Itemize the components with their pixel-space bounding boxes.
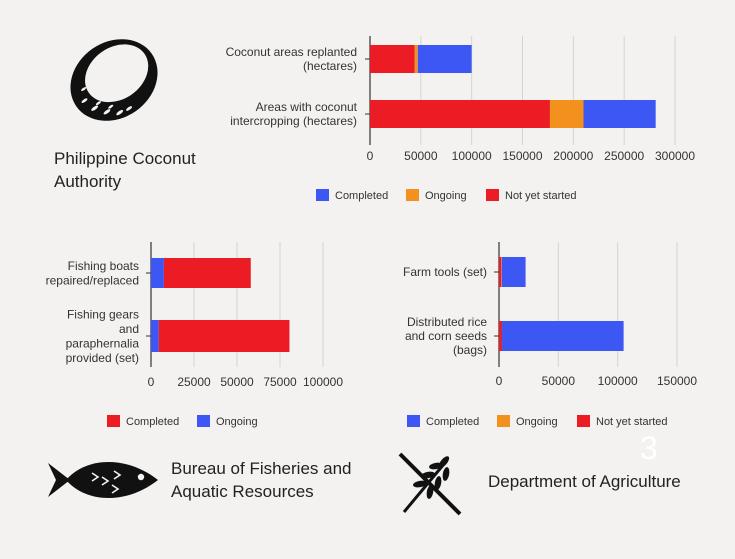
- chart0-legend-label-0: Completed: [335, 190, 388, 202]
- chart0-tick-label-5: 250000: [604, 149, 644, 163]
- chart0-category-label-0: Coconut areas replanted (hectares): [226, 45, 357, 73]
- chart1-bar-1-0: [151, 320, 159, 352]
- page-number: 3: [640, 430, 658, 466]
- chart1-legend-label-1: Ongoing: [216, 416, 258, 428]
- chart2-category-label-0: Farm tools (set): [403, 265, 487, 279]
- chart0-legend-swatch-0: [316, 189, 329, 201]
- chart0-bar-0-1: [414, 45, 418, 73]
- chart1-bar-0-1: [163, 258, 251, 288]
- chart1-bar-0-0: [151, 258, 164, 288]
- chart2-category-label-1: Distributed rice and corn seeds (bags): [405, 315, 487, 357]
- chart1-bar-1-1: [158, 320, 290, 352]
- chart0-bar-0-2: [417, 45, 472, 73]
- chart0-category-label-1: Areas with coconut intercropping (hectare…: [230, 100, 357, 128]
- chart2-bar-0-2: [501, 257, 526, 287]
- coconut-icon: [70, 39, 158, 121]
- chart0-tick-label-0: 0: [367, 149, 374, 163]
- chart2-bar-1-0: [499, 321, 502, 351]
- chart1-legend-swatch-1: [197, 415, 210, 427]
- chart0-bar-1-0: [370, 100, 550, 128]
- chart2-tick-label-1: 50000: [542, 374, 576, 388]
- chart2-legend-label-0: Completed: [426, 416, 479, 428]
- chart1-tick-label-3: 75000: [263, 375, 297, 389]
- chart0-bar-0-0: [370, 45, 415, 73]
- chart2-tick-label-0: 0: [496, 374, 503, 388]
- chart0-tick-label-3: 150000: [502, 149, 542, 163]
- chart2-legend-swatch-1: [497, 415, 510, 427]
- chart2-bar-1-2: [501, 321, 624, 351]
- fish-icon: [48, 461, 158, 499]
- chart2-legend-swatch-2: [577, 415, 590, 427]
- chart1-tick-label-2: 50000: [220, 375, 254, 389]
- chart0-bar-1-2: [583, 100, 656, 128]
- chart0-tick-label-4: 200000: [553, 149, 593, 163]
- chart0-legend-swatch-2: [486, 189, 499, 201]
- chart1-category-label-1: Fishing gears and paraphernalia provided (s…: [66, 307, 140, 365]
- chart2-legend-swatch-0: [407, 415, 420, 427]
- chart0-bar-1-1: [549, 100, 584, 128]
- chart0-legend-swatch-1: [406, 189, 419, 201]
- chart0-tick-label-2: 100000: [452, 149, 492, 163]
- chart1-tick-label-0: 0: [148, 375, 155, 389]
- pca-label: Philippine Coconut Authority: [54, 149, 196, 191]
- chart1-tick-label-4: 100000: [303, 375, 343, 389]
- chart1-legend-swatch-0: [107, 415, 120, 427]
- chart2-tick-label-3: 150000: [657, 374, 697, 388]
- chart2-legend-label-2: Not yet started: [596, 416, 668, 428]
- chart0-legend-label-1: Ongoing: [425, 190, 467, 202]
- da-label: Department of Agriculture: [488, 472, 681, 491]
- chart0-legend-label-2: Not yet started: [505, 190, 577, 202]
- crossed-wheat-icon: [398, 452, 462, 516]
- bfar-label: Bureau of Fisheries and Aquatic Resource…: [171, 459, 352, 501]
- chart2-legend-label-1: Ongoing: [516, 416, 558, 428]
- chart2-tick-label-2: 100000: [598, 374, 638, 388]
- chart2-bar-0-0: [499, 257, 502, 287]
- chart0-tick-label-6: 300000: [655, 149, 695, 163]
- chart1-category-label-0: Fishing boats repaired/replaced: [46, 259, 139, 288]
- chart1-tick-label-1: 25000: [177, 375, 211, 389]
- chart1-legend-label-0: Completed: [126, 416, 179, 428]
- chart0-tick-label-1: 50000: [404, 149, 438, 163]
